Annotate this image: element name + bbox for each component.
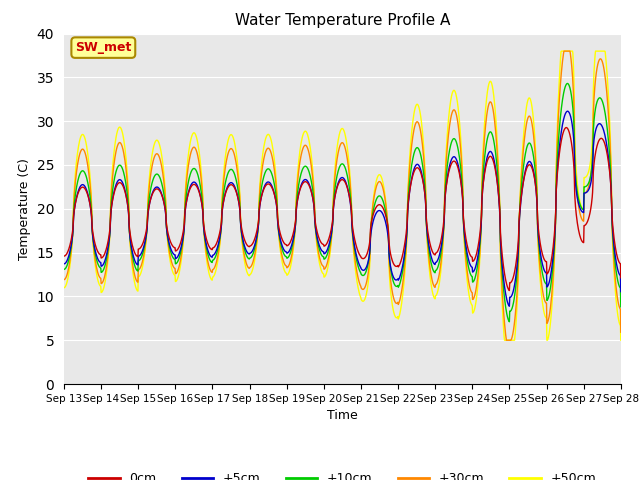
Title: Water Temperature Profile A: Water Temperature Profile A xyxy=(235,13,450,28)
X-axis label: Time: Time xyxy=(327,409,358,422)
Text: SW_met: SW_met xyxy=(75,41,131,54)
Y-axis label: Temperature (C): Temperature (C) xyxy=(18,158,31,260)
Legend: 0cm, +5cm, +10cm, +30cm, +50cm: 0cm, +5cm, +10cm, +30cm, +50cm xyxy=(83,468,602,480)
